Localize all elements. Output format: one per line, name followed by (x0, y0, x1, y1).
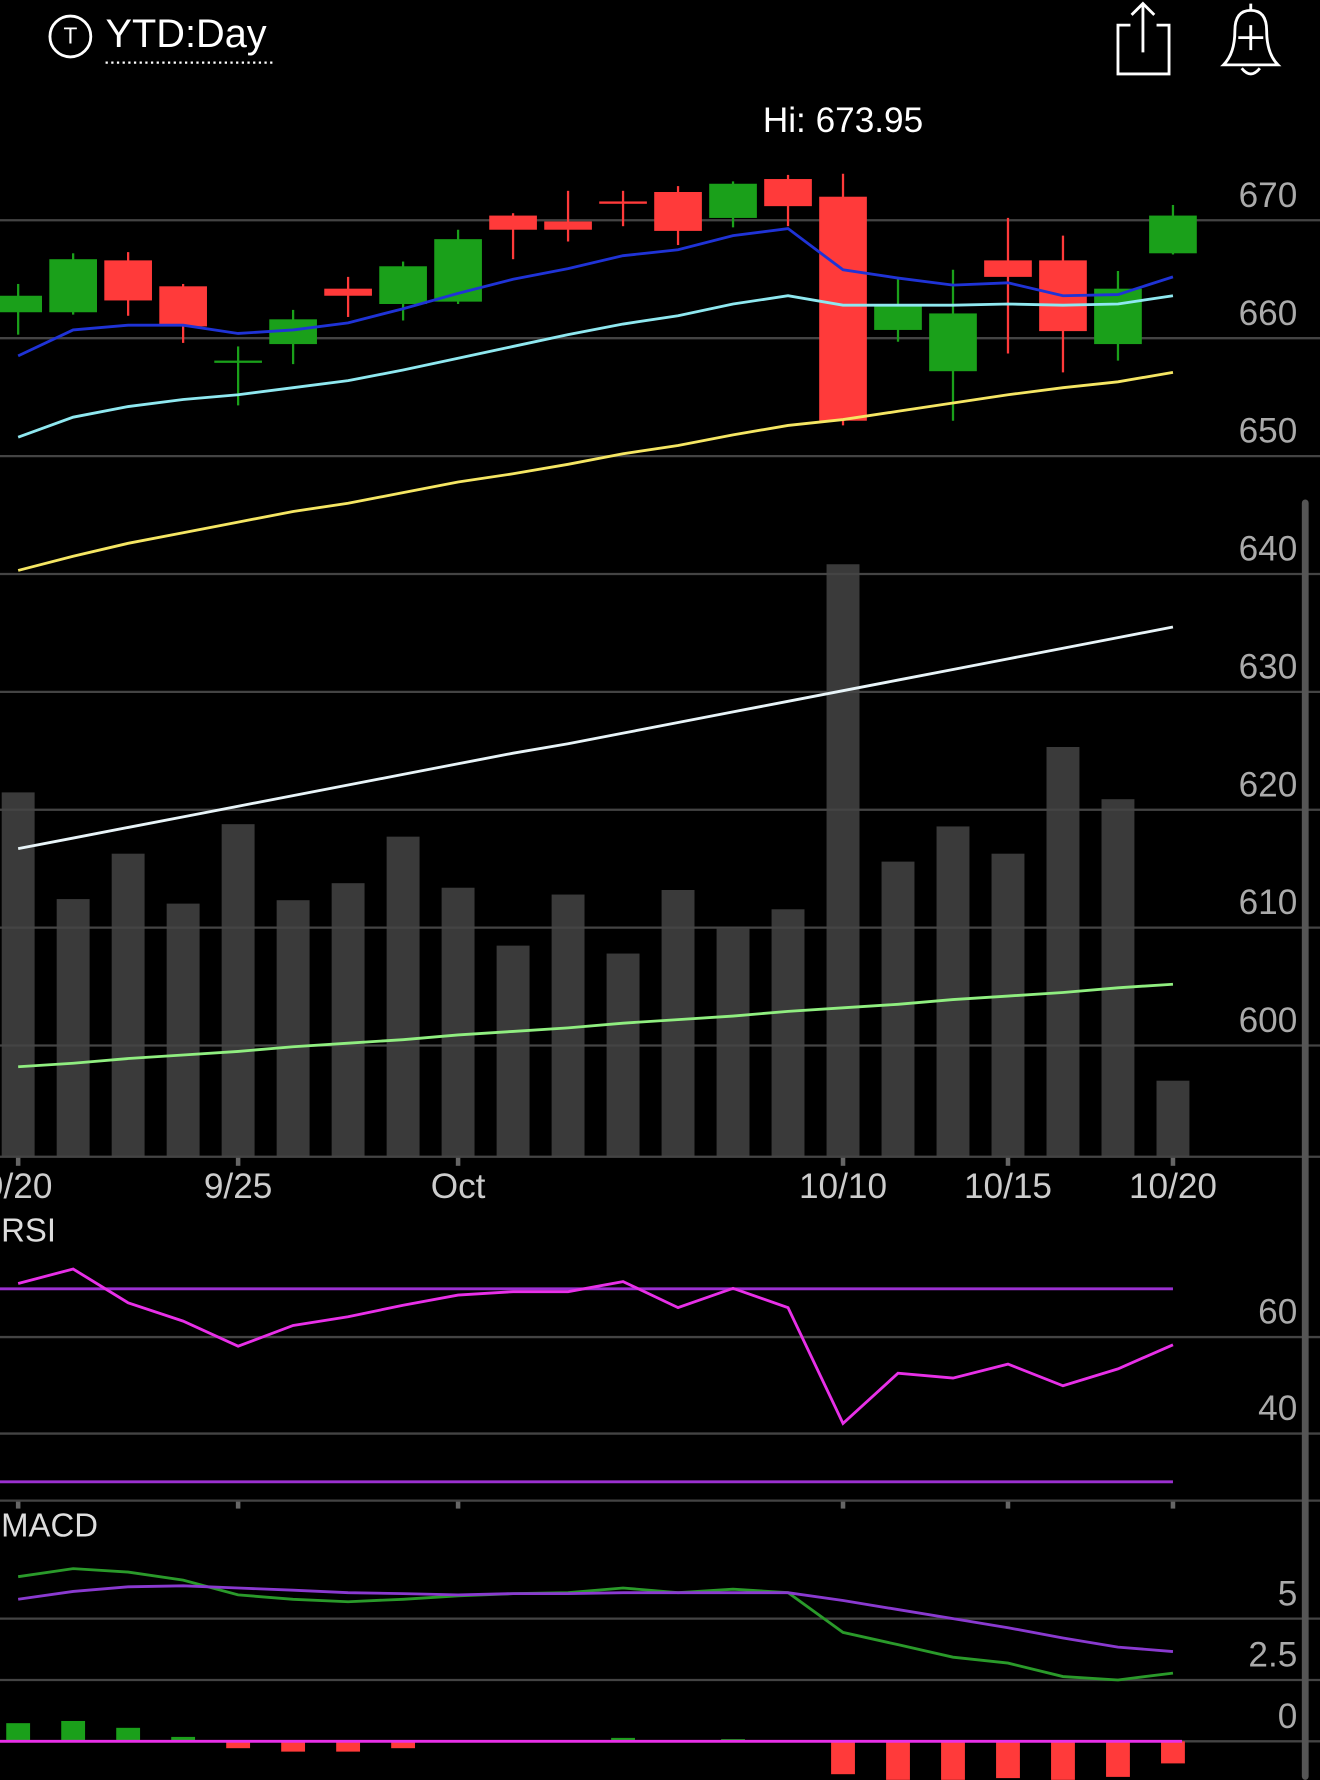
volume-bar (166, 903, 200, 1157)
volume-bar (606, 953, 640, 1157)
candle-body (709, 183, 757, 218)
indicator-line (17, 227, 1174, 358)
histogram-bar (1051, 1741, 1075, 1780)
alert-button[interactable] (1220, 3, 1282, 76)
y-tick-label: 620 (1239, 765, 1298, 804)
candle-body (324, 288, 372, 296)
x-tick-label: 10/20 (1129, 1167, 1217, 1206)
histogram-bar (886, 1741, 910, 1780)
volume-bar (1156, 1080, 1190, 1157)
candle-body (159, 286, 207, 327)
x-tick-label: 10/15 (964, 1167, 1052, 1206)
histogram-bar (226, 1741, 251, 1749)
y-tick-label: 670 (1239, 176, 1298, 215)
histogram-bar (941, 1741, 965, 1780)
volume-bar (771, 909, 805, 1157)
histogram-bar (336, 1741, 361, 1752)
histogram-bar (61, 1720, 86, 1742)
volume-bar (1046, 746, 1080, 1157)
candle-body (434, 239, 482, 302)
indicator-line (17, 370, 1174, 572)
volume-bar (111, 853, 145, 1157)
candle-body (874, 303, 922, 330)
candle-body (929, 313, 977, 372)
volume-bar (1101, 799, 1135, 1157)
volume-bar (826, 564, 860, 1157)
candle-body (489, 215, 537, 230)
y-tick-label: 660 (1239, 294, 1298, 333)
panel-title: MACD (1, 1507, 98, 1544)
annotation: Hi: 673.95 (763, 101, 923, 140)
header: T YTD:Day (48, 1, 1282, 76)
x-tick-label: 9/20 (0, 1167, 52, 1206)
volume-bar (221, 824, 255, 1157)
candle-body (654, 191, 702, 231)
volume-bar (56, 899, 90, 1157)
y-tick-label: 630 (1239, 647, 1298, 686)
histogram-bar (171, 1736, 196, 1742)
histogram-bar (116, 1727, 141, 1742)
histogram-bar (1106, 1741, 1130, 1777)
candle-body (1094, 288, 1142, 345)
volume-bar (386, 836, 420, 1157)
indicator-line (17, 294, 1174, 439)
y-tick-label: 60 (1258, 1293, 1297, 1332)
volume-bar (496, 945, 530, 1157)
x-tick-label: 10/10 (799, 1167, 887, 1206)
volume-bar (936, 826, 970, 1157)
x-tick-label: Oct (431, 1167, 486, 1206)
y-tick-label: 640 (1239, 530, 1298, 569)
y-tick-label: 2.5 (1248, 1636, 1297, 1675)
volume-bar (881, 861, 915, 1157)
indicator-line (17, 625, 1174, 851)
y-tick-label: 0 (1278, 1697, 1298, 1736)
candle-body (984, 260, 1032, 277)
indicator-line (17, 1267, 1174, 1426)
volume-bar (276, 900, 310, 1157)
volume-bar (441, 887, 475, 1157)
volume-bars (1, 564, 1190, 1157)
candle-body (0, 295, 42, 313)
candle-body (819, 196, 867, 421)
candle-body (1149, 215, 1197, 254)
histogram-bar (391, 1741, 416, 1749)
y-tick-label: 5 (1278, 1574, 1298, 1613)
histogram-bar (831, 1741, 855, 1775)
candle-body (214, 360, 262, 363)
candle-body (599, 201, 647, 204)
volume-bar (1, 792, 35, 1157)
candle-body (764, 179, 812, 207)
histogram-bar (611, 1737, 635, 1742)
histogram-bar (1161, 1741, 1185, 1764)
candle-body (104, 260, 152, 301)
symbol-icon-label: T (63, 23, 77, 49)
volume-bar (716, 928, 750, 1157)
indicator-line (18, 982, 1174, 1069)
symbol-icon[interactable] (48, 14, 93, 59)
share-button[interactable] (1116, 1, 1171, 76)
y-tick-label: 610 (1239, 883, 1298, 922)
scrollbar[interactable] (1301, 499, 1309, 1780)
histogram-bar (996, 1741, 1020, 1779)
histogram-bar (281, 1741, 306, 1752)
indicator-line (17, 1584, 1174, 1653)
timeframe-selector[interactable]: YTD:Day (106, 12, 267, 56)
candle-body (379, 266, 427, 304)
candle-body (49, 259, 97, 313)
histogram-bar (6, 1723, 31, 1742)
volume-bar (331, 883, 365, 1157)
y-tick-label: 600 (1239, 1001, 1298, 1040)
volume-bar (991, 853, 1025, 1157)
volume-bar (661, 890, 695, 1157)
x-tick-label: 9/25 (204, 1167, 272, 1206)
y-tick-label: 650 (1239, 412, 1298, 451)
y-tick-label: 40 (1258, 1389, 1297, 1428)
panel-title: RSI (1, 1211, 56, 1248)
candle-body (544, 221, 592, 230)
